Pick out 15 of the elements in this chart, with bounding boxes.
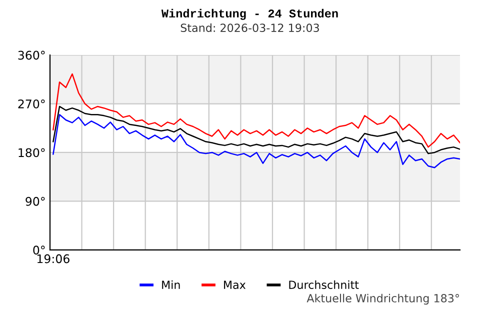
y-tick-label: 270°	[18, 99, 45, 108]
y-tick-label: 0°	[33, 246, 45, 255]
chart-subtitle: Stand: 2026-03-12 19:03	[180, 23, 319, 32]
line-series	[52, 114, 460, 168]
y-tick-label: 90°	[26, 196, 45, 206]
line-series	[52, 106, 460, 154]
y-tick-label: 360°	[18, 50, 45, 60]
legend-label: Durchschnitt	[289, 280, 359, 289]
line-series	[52, 73, 460, 148]
text: Aktuelle Windrichtung 183°	[306, 294, 459, 305]
chart-title: Windrichtung - 24 Stunden	[161, 8, 338, 20]
x-tick-label: 19:06	[37, 254, 70, 264]
legend-label: Max	[224, 280, 246, 289]
y-tick-label: 180°	[18, 148, 45, 158]
legend-label: Min	[162, 280, 180, 289]
